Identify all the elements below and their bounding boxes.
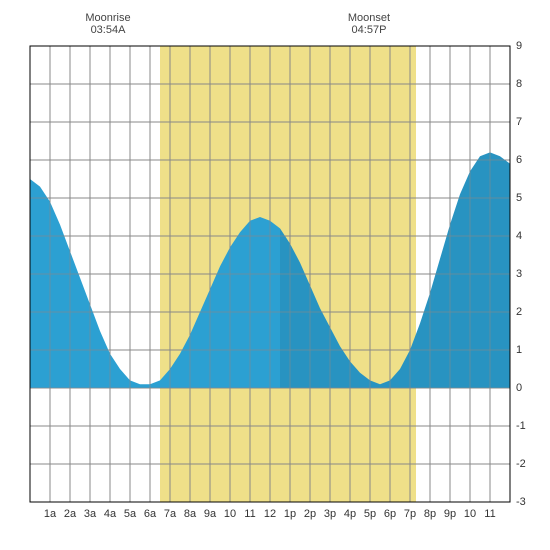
y-tick-label: 0	[516, 382, 522, 394]
x-tick-label: 4a	[104, 508, 117, 520]
x-tick-label: 8p	[424, 508, 436, 520]
x-tick-label: 3p	[324, 508, 336, 520]
moon-event: Moonset04:57P	[348, 12, 390, 36]
y-tick-label: -3	[516, 496, 526, 508]
x-tick-label: 10	[224, 508, 236, 520]
x-tick-label: 6a	[144, 508, 157, 520]
y-tick-label: 2	[516, 306, 522, 318]
x-tick-label: 4p	[344, 508, 356, 520]
y-tick-label: 8	[516, 78, 522, 90]
tide-chart: Moonrise03:54AMoonset04:57P -3-2-1012345…	[10, 10, 540, 540]
x-tick-label: 1p	[284, 508, 296, 520]
y-tick-label: 4	[516, 230, 522, 242]
moon-event-time: 04:57P	[348, 24, 390, 36]
x-tick-label: 7p	[404, 508, 416, 520]
y-tick-label: 5	[516, 192, 522, 204]
x-tick-label: 9p	[444, 508, 456, 520]
x-tick-label: 2a	[64, 508, 77, 520]
x-tick-label: 7a	[164, 508, 177, 520]
x-tick-label: 12	[264, 508, 276, 520]
moon-event-title: Moonset	[348, 12, 390, 24]
moon-event-time: 03:54A	[85, 24, 130, 36]
x-tick-label: 5a	[124, 508, 137, 520]
x-tick-label: 8a	[184, 508, 197, 520]
y-tick-label: 6	[516, 154, 522, 166]
x-tick-label: 9a	[204, 508, 217, 520]
y-tick-label: -2	[516, 458, 526, 470]
x-tick-label: 11	[484, 508, 495, 520]
x-tick-label: 11	[244, 508, 255, 520]
chart-svg: -3-2-101234567891a2a3a4a5a6a7a8a9a101112…	[10, 10, 540, 540]
moon-event-title: Moonrise	[85, 12, 130, 24]
x-tick-label: 10	[464, 508, 476, 520]
moon-event-labels: Moonrise03:54A Moonset04:57P	[10, 10, 540, 46]
y-tick-label: 7	[516, 116, 522, 128]
y-tick-label: -1	[516, 420, 526, 432]
y-tick-label: 3	[516, 268, 522, 280]
x-tick-label: 5p	[364, 508, 376, 520]
x-tick-label: 6p	[384, 508, 396, 520]
x-tick-label: 1a	[44, 508, 57, 520]
y-tick-label: 1	[516, 344, 522, 356]
x-tick-label: 3a	[84, 508, 97, 520]
x-tick-label: 2p	[304, 508, 316, 520]
moon-event: Moonrise03:54A	[85, 12, 130, 36]
